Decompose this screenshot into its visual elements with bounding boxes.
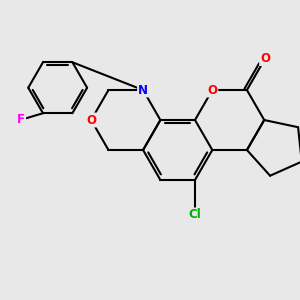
Text: O: O <box>260 52 270 65</box>
Text: Cl: Cl <box>189 208 201 221</box>
Text: F: F <box>17 113 25 126</box>
Text: O: O <box>86 113 96 127</box>
Text: O: O <box>207 83 217 97</box>
Text: N: N <box>138 83 148 97</box>
